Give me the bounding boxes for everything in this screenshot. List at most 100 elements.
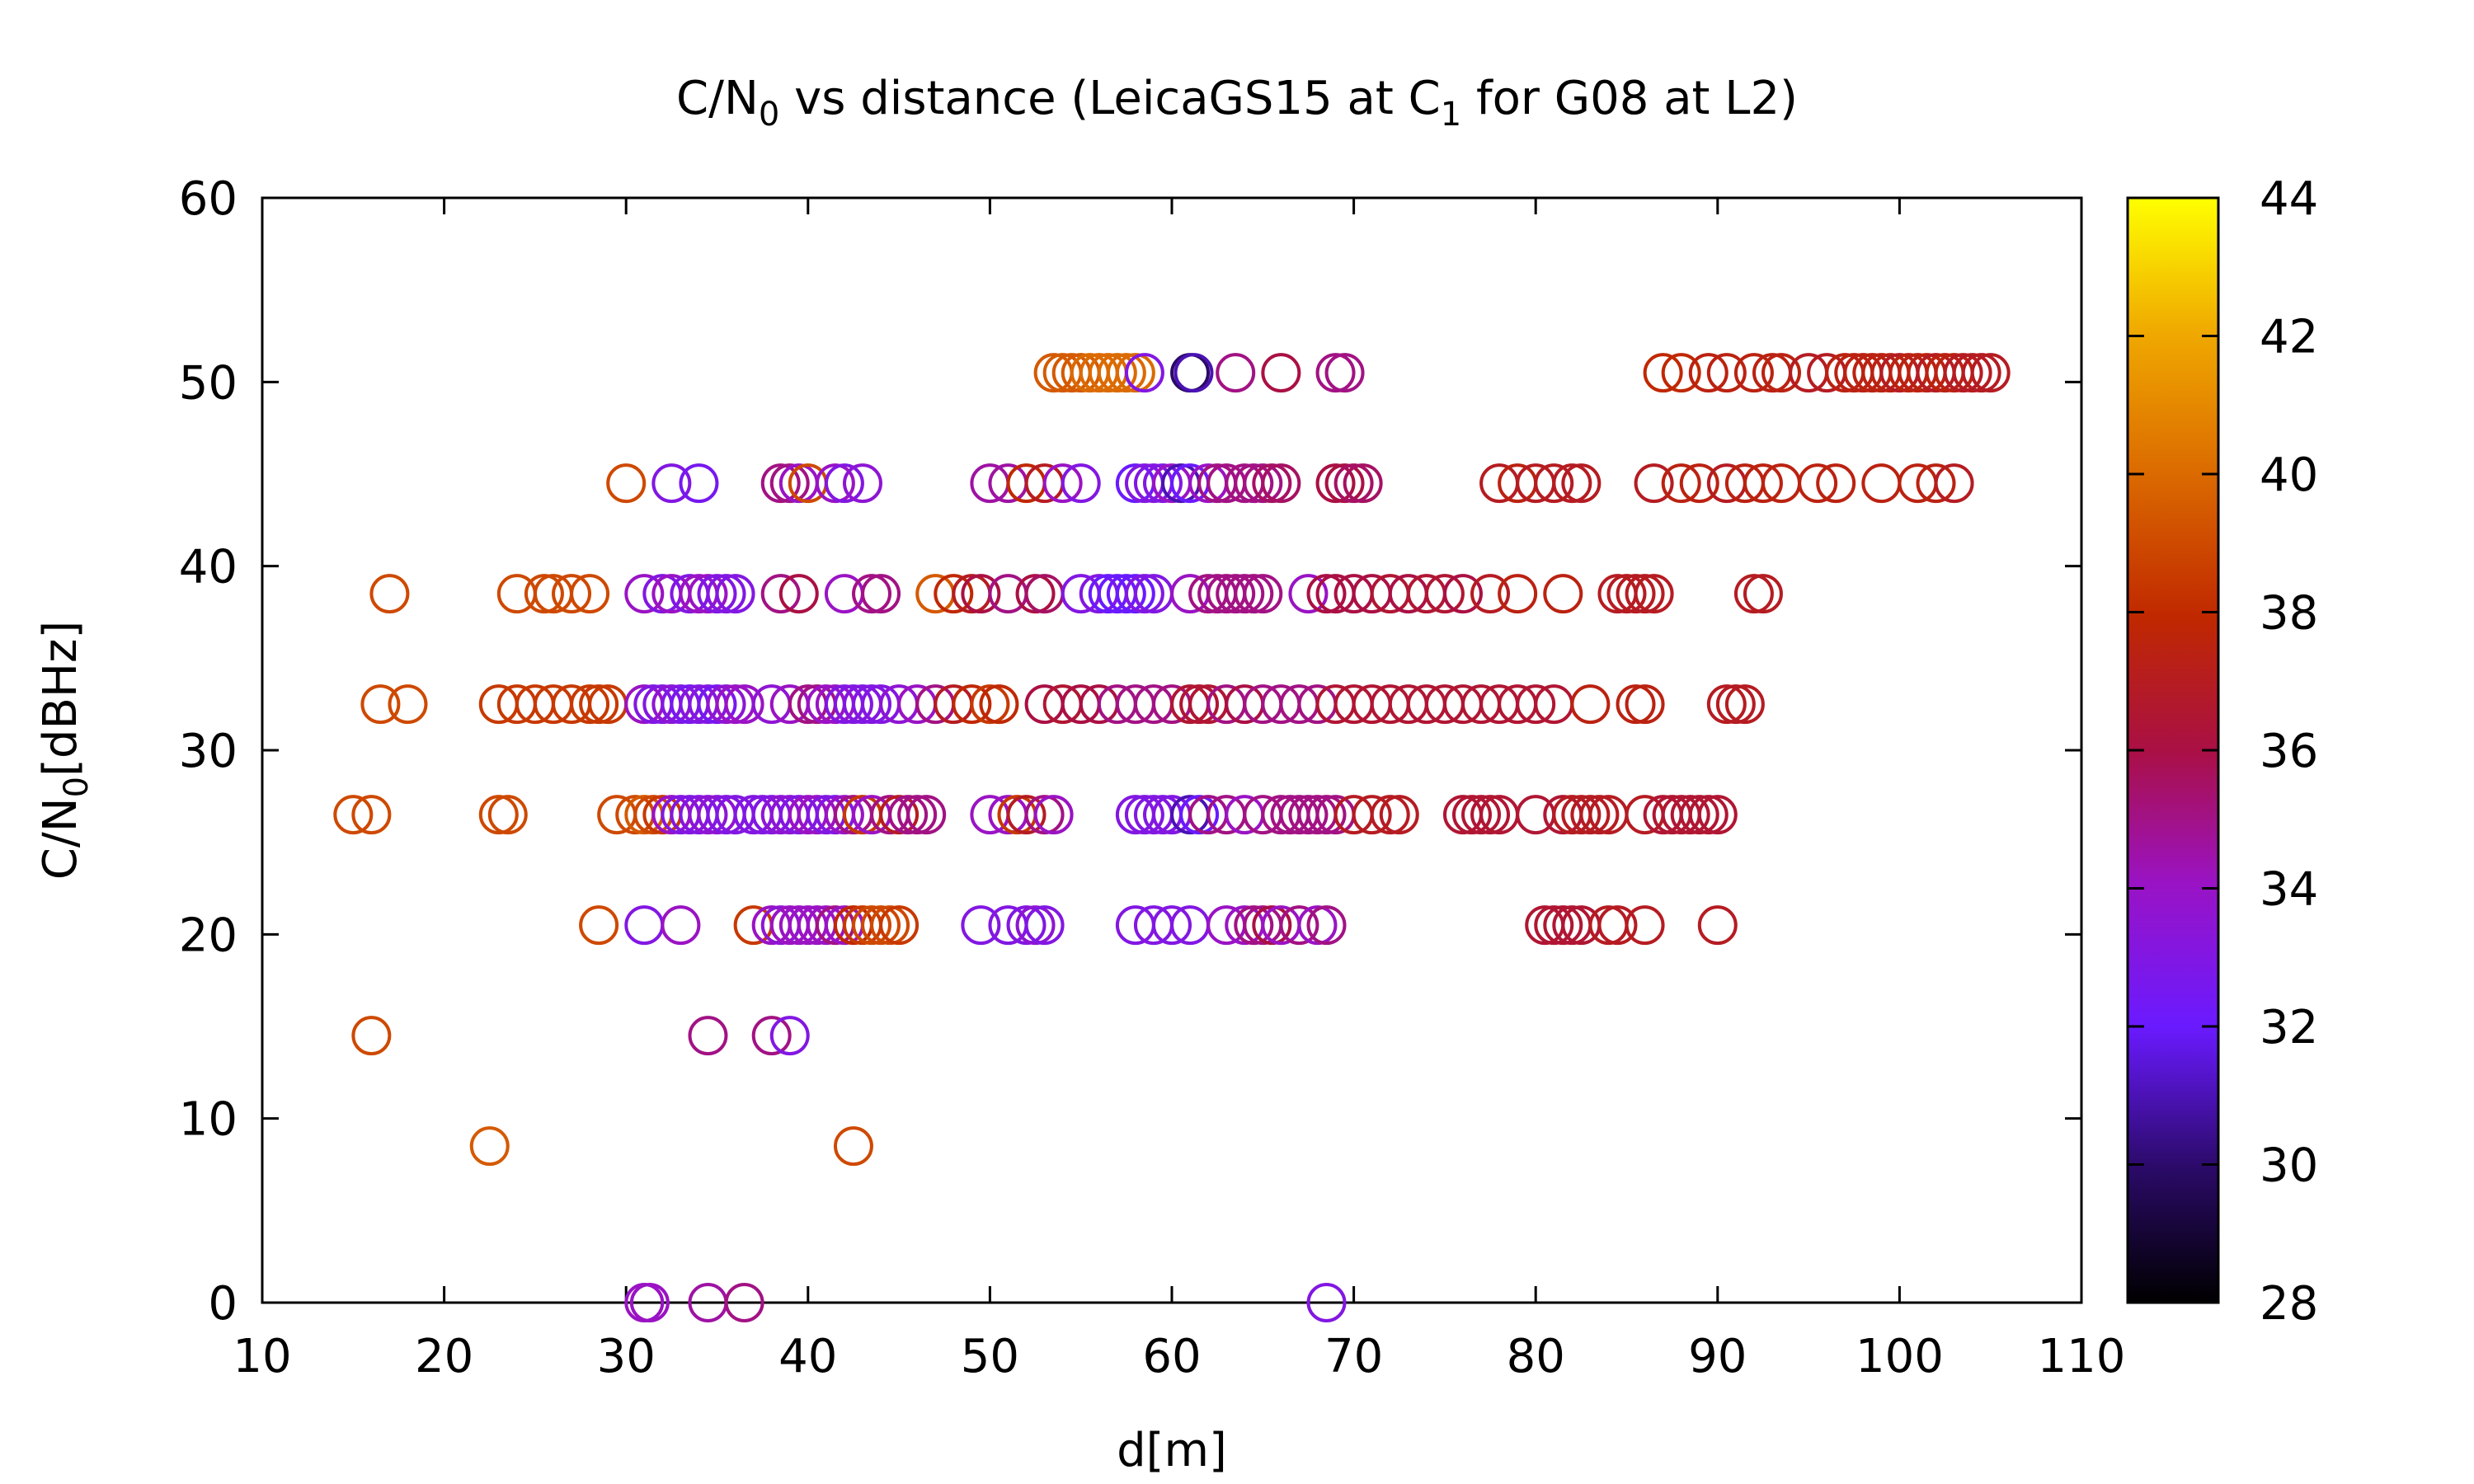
y-tick-label: 10	[179, 1093, 238, 1147]
scatter-point	[1943, 353, 1983, 393]
scatter-point	[570, 574, 610, 614]
scatter-point	[1024, 795, 1065, 835]
scatter-point	[1115, 353, 1155, 393]
plot-frame	[261, 196, 2083, 1304]
scatter-point	[1061, 463, 1101, 504]
scatter-point	[1697, 795, 1738, 835]
scatter-point	[369, 574, 410, 614]
scatter-point	[1179, 684, 1220, 725]
scatter-point	[760, 463, 801, 504]
scatter-point	[1498, 574, 1538, 614]
y-tick-label: 0	[208, 1277, 238, 1331]
scatter-point	[1816, 463, 1856, 504]
scatter-point	[688, 795, 728, 835]
scatter-point	[1216, 353, 1256, 393]
scatter-point	[1724, 684, 1765, 725]
scatter-point	[970, 684, 1010, 725]
scatter-point	[934, 574, 974, 614]
scatter-point	[961, 905, 1001, 946]
scatter-point	[697, 574, 737, 614]
scatter-point	[1952, 353, 1992, 393]
scatter-point	[661, 905, 701, 946]
x-tick-label: 20	[415, 1330, 473, 1383]
scatter-point	[852, 905, 892, 946]
scatter-point	[778, 574, 819, 614]
scatter-point	[570, 684, 610, 725]
scatter-point	[1706, 353, 1747, 393]
scatter-point	[1697, 905, 1738, 946]
scatter-point	[1288, 574, 1329, 614]
data-points	[333, 353, 2011, 1322]
scatter-point	[870, 905, 910, 946]
scatter-point	[724, 1283, 764, 1322]
scatter-point	[1243, 463, 1283, 504]
scatter-point	[579, 684, 619, 725]
scatter-point	[961, 574, 1001, 614]
scatter-point	[1179, 795, 1220, 835]
scatter-point	[1142, 463, 1183, 504]
scatter-point	[1024, 574, 1065, 614]
scatter-point	[1597, 905, 1638, 946]
scatter-point	[651, 463, 692, 504]
scatter-point	[1288, 795, 1329, 835]
colorbar-axis: 28 30 32 34 36 38 40 42 44	[2128, 172, 2318, 1331]
scatter-point	[824, 795, 864, 835]
scatter-point	[1743, 574, 1783, 614]
scatter-point	[1661, 463, 1701, 504]
colorbar-tick-label: 28	[2260, 1277, 2318, 1331]
scatter-point	[1315, 463, 1356, 504]
scatter-point	[697, 684, 737, 725]
scatter-point	[897, 795, 938, 835]
scatter-point	[629, 1283, 670, 1322]
scatter-point	[1306, 905, 1347, 946]
scatter-point	[1216, 574, 1256, 614]
scatter-point	[1324, 353, 1365, 393]
scatter-point	[1315, 353, 1356, 393]
scatter-point	[1588, 905, 1629, 946]
colorbar-tick-label: 34	[2260, 863, 2318, 917]
x-tick-label: 90	[1688, 1330, 1747, 1383]
scatter-point	[1470, 795, 1511, 835]
scatter-point	[624, 905, 665, 946]
scatter-point	[1634, 463, 1674, 504]
scatter-point	[1970, 353, 2011, 393]
x-axis: 10 20 30 40 50 60 70 80 90 100 110	[233, 198, 2125, 1383]
scatter-point	[478, 795, 519, 835]
scatter-point	[879, 795, 920, 835]
scatter-point	[769, 463, 810, 504]
x-tick-label: 40	[778, 1330, 837, 1383]
colorbar-tick-label: 38	[2260, 587, 2318, 641]
scatter-point	[852, 574, 892, 614]
scatter-point	[1616, 684, 1656, 725]
x-tick-label: 30	[597, 1330, 656, 1383]
scatter-point	[751, 1016, 792, 1056]
scatter-point	[952, 684, 992, 725]
scatter-point	[706, 684, 746, 725]
scatter-point	[760, 574, 801, 614]
scatter-point	[1152, 905, 1192, 946]
scatter-point	[606, 463, 647, 504]
scatter-point	[815, 463, 855, 504]
scatter-point	[688, 1016, 728, 1056]
scatter-point	[1115, 574, 1155, 614]
scatter-point	[1124, 574, 1164, 614]
scatter-point	[1106, 574, 1146, 614]
scatter-point	[1798, 463, 1838, 504]
scatter-point	[1170, 353, 1211, 393]
scatter-point	[1015, 905, 1056, 946]
scatter-point	[579, 905, 619, 946]
scatter-point	[842, 463, 882, 504]
y-axis: 0 10 20 30 40 50 60	[179, 172, 2081, 1331]
scatter-point	[1306, 795, 1347, 835]
scatter-point	[1234, 463, 1274, 504]
scatter-point	[1124, 353, 1164, 393]
scatter-point	[1688, 795, 1729, 835]
scatter-point	[1015, 574, 1056, 614]
scatter-point	[1561, 463, 1602, 504]
scatter-point	[524, 574, 564, 614]
colorbar-tick-label: 44	[2260, 172, 2318, 226]
scatter-point	[351, 795, 392, 835]
scatter-point	[1252, 905, 1292, 946]
scatter-point	[1333, 463, 1374, 504]
scatter-point	[1543, 905, 1583, 946]
